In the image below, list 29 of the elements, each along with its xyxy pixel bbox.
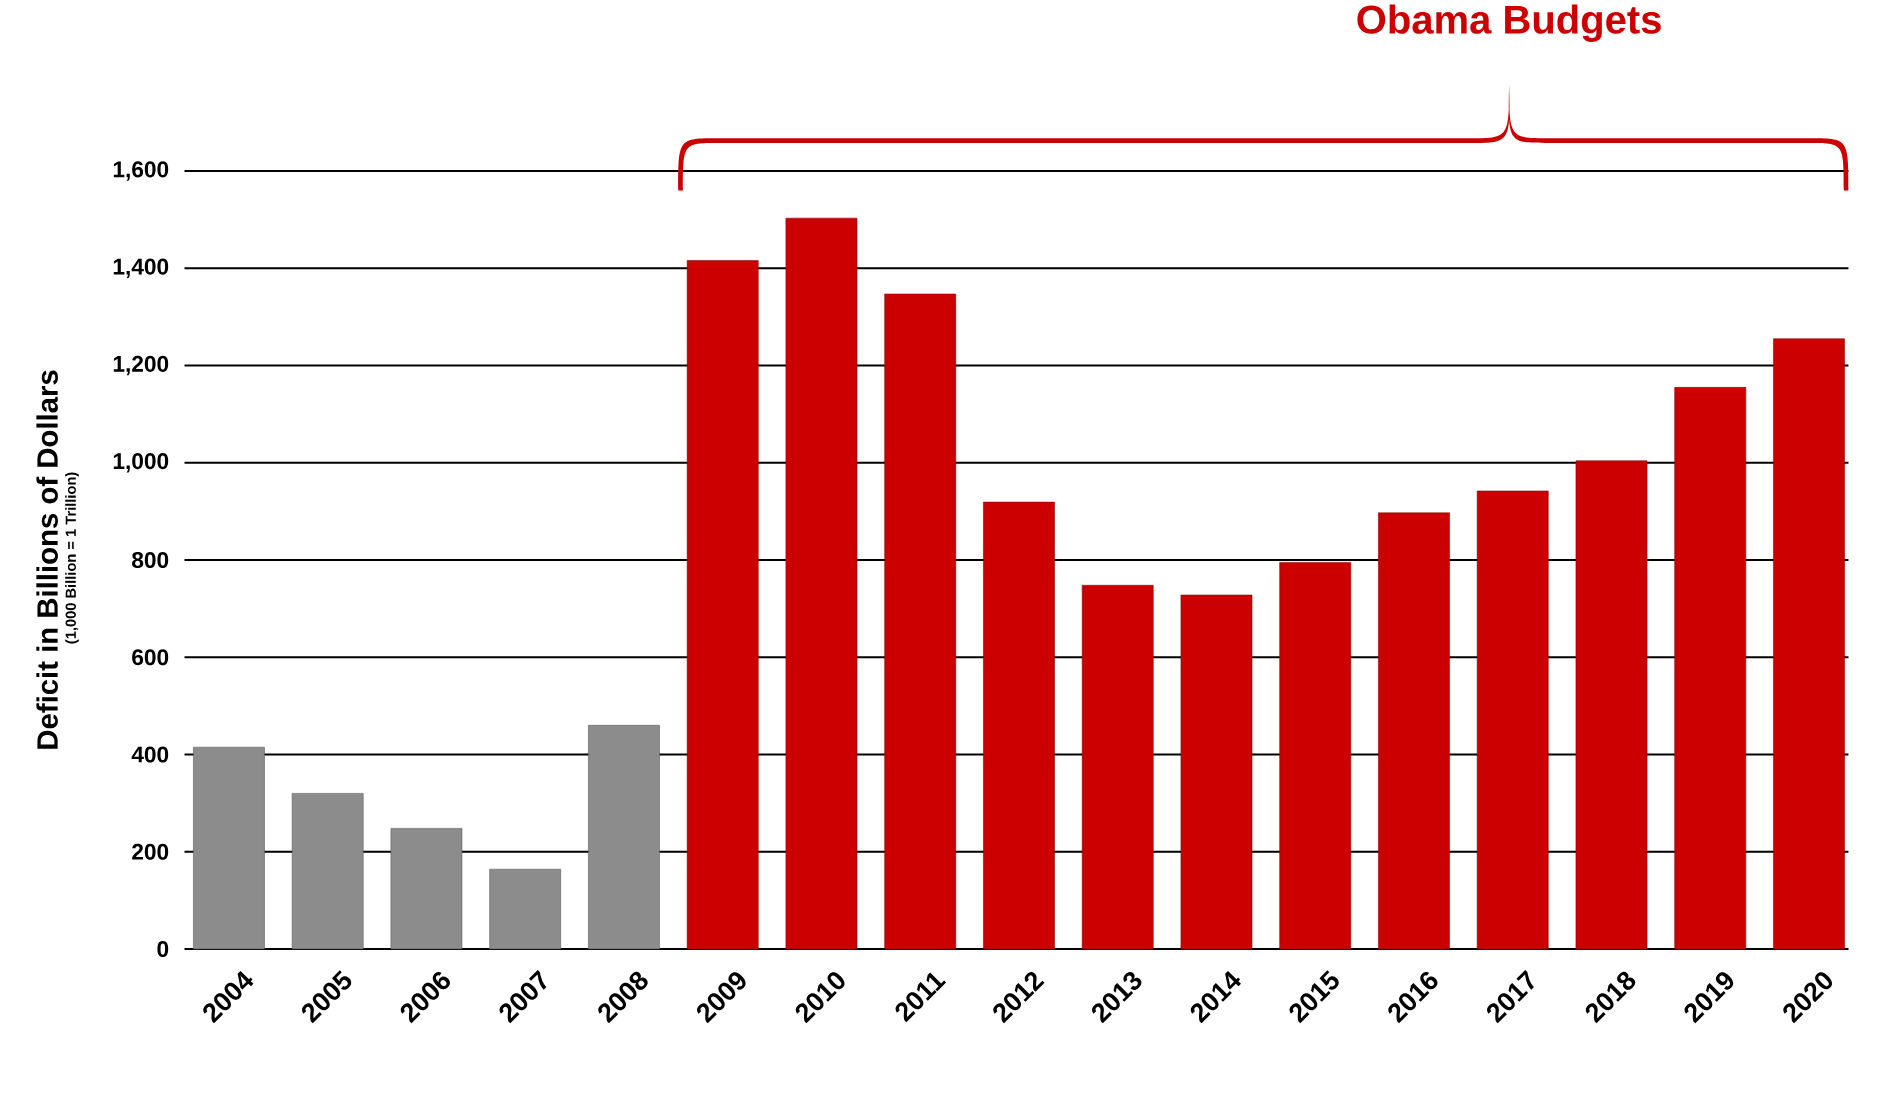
text: Obama Budgets: [1357, 4, 1661, 42]
bar: [291, 793, 364, 950]
y-tick-label: 1,000: [113, 453, 169, 473]
y-tick-label: 200: [132, 843, 169, 860]
y-axis-title: Deficit in Billions of Dollars: [36, 370, 58, 749]
bar: [588, 725, 660, 950]
bar: [785, 217, 858, 950]
bar: [1674, 387, 1747, 950]
y-tick-label: 800: [132, 551, 169, 569]
bar: [1476, 490, 1549, 950]
bar: [884, 293, 957, 950]
y-tick-label: 1,600: [113, 161, 169, 181]
bar: [489, 868, 562, 950]
y-tick-label: 0: [157, 940, 169, 958]
y-tick-label: 400: [131, 746, 169, 763]
bar: [1081, 585, 1154, 950]
bar: [686, 260, 759, 950]
bar: [1773, 338, 1845, 950]
text: (1,000 Billion = 1 Trillion): [65, 472, 79, 644]
y-tick-label: 1,200: [113, 355, 169, 376]
bar: [1279, 562, 1352, 950]
bar: [983, 501, 1055, 950]
bar: [193, 746, 265, 950]
y-tick-label: 1,400: [113, 258, 169, 278]
bar: [1378, 512, 1450, 950]
y-tick-label: 600: [132, 649, 169, 666]
bar: [1575, 460, 1648, 950]
bar: [390, 828, 463, 950]
bar: [1180, 594, 1253, 950]
